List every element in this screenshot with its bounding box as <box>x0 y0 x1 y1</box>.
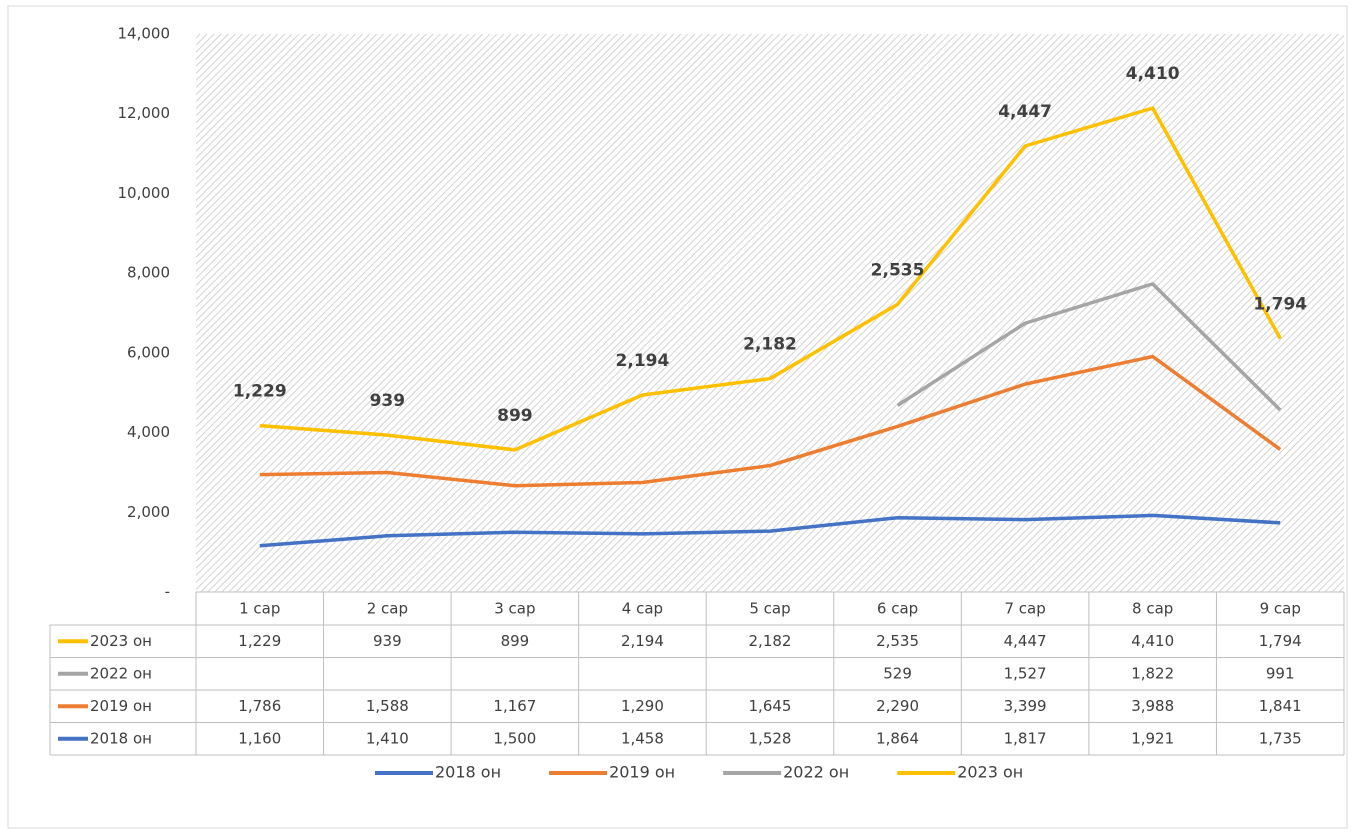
table-cell: 1,822 <box>1131 664 1174 682</box>
data-label: 4,447 <box>998 102 1052 122</box>
series-line <box>259 513 1281 548</box>
data-label: 4,410 <box>1126 64 1180 84</box>
x-tick-label: 4 сар <box>622 600 663 618</box>
table-cell: 4,410 <box>1131 632 1174 650</box>
table-cell: 1,588 <box>366 697 409 715</box>
x-tick-label: 5 сар <box>749 600 790 618</box>
data-label: 939 <box>370 391 406 411</box>
table-cell: 1,160 <box>238 729 281 747</box>
table-cell: 1,841 <box>1259 697 1302 715</box>
table-cell: 1,864 <box>876 729 919 747</box>
table-cell: 1,786 <box>238 697 281 715</box>
y-tick-label: - <box>165 583 170 601</box>
table-cell: 1,817 <box>1004 729 1047 747</box>
data-label: 2,535 <box>871 260 925 280</box>
legend-label: 2018 он <box>435 763 501 782</box>
legend-label: 2022 он <box>783 763 849 782</box>
x-tick-label: 6 сар <box>877 600 918 618</box>
table-cell: 1,794 <box>1259 632 1302 650</box>
table-row-label: 2023 он <box>90 632 152 650</box>
table-cell: 1,167 <box>493 697 536 715</box>
table-cell: 1,458 <box>621 729 664 747</box>
series-line <box>896 282 1282 412</box>
table-cell: 1,500 <box>493 729 536 747</box>
y-tick-label: 12,000 <box>118 104 171 122</box>
data-label: 899 <box>497 406 533 426</box>
table-cell: 4,447 <box>1004 632 1047 650</box>
table-cell: 991 <box>1266 664 1295 682</box>
legend-label: 2019 он <box>609 763 675 782</box>
series-line <box>259 354 1282 488</box>
x-tick-label: 7 сар <box>1004 600 1045 618</box>
y-tick-label: 14,000 <box>118 25 171 43</box>
table-cell: 2,194 <box>621 632 664 650</box>
x-tick-label: 1 сар <box>239 600 280 618</box>
table-cell: 1,921 <box>1131 729 1174 747</box>
table-cell: 3,988 <box>1131 697 1174 715</box>
table-cell: 1,735 <box>1259 729 1302 747</box>
table-cell: 1,290 <box>621 697 664 715</box>
table-row-label: 2022 он <box>90 664 152 682</box>
x-tick-label: 2 сар <box>367 600 408 618</box>
y-tick-label: 2,000 <box>127 503 170 521</box>
table-cell: 2,182 <box>749 632 792 650</box>
data-label: 2,194 <box>616 351 670 371</box>
data-label: 2,182 <box>743 335 797 355</box>
table-cell: 2,535 <box>876 632 919 650</box>
chart-border <box>7 5 1348 829</box>
y-tick-label: 10,000 <box>118 184 171 202</box>
legend-label: 2023 он <box>957 763 1023 782</box>
table-cell: 1,645 <box>749 697 792 715</box>
table-cell: 1,527 <box>1004 664 1047 682</box>
series-line <box>259 106 1282 452</box>
x-tick-label: 8 сар <box>1132 600 1173 618</box>
data-label: 1,794 <box>1253 294 1307 314</box>
table-cell: 939 <box>373 632 402 650</box>
table-cell: 1,528 <box>749 729 792 747</box>
data-label: 1,229 <box>233 382 287 402</box>
table-cell: 3,399 <box>1004 697 1047 715</box>
y-tick-label: 6,000 <box>127 343 170 361</box>
table-cell: 1,229 <box>238 632 281 650</box>
table-row-label: 2018 он <box>90 729 152 747</box>
table-cell: 1,410 <box>366 729 409 747</box>
table-cell: 2,290 <box>876 697 919 715</box>
table-row-label: 2019 он <box>90 697 152 715</box>
table-cell: 529 <box>883 664 912 682</box>
plot-area <box>196 34 1344 592</box>
x-tick-label: 9 сар <box>1260 600 1301 618</box>
x-tick-label: 3 сар <box>494 600 535 618</box>
y-tick-label: 8,000 <box>127 264 170 282</box>
y-tick-label: 4,000 <box>127 423 170 441</box>
table-cell: 899 <box>501 632 530 650</box>
